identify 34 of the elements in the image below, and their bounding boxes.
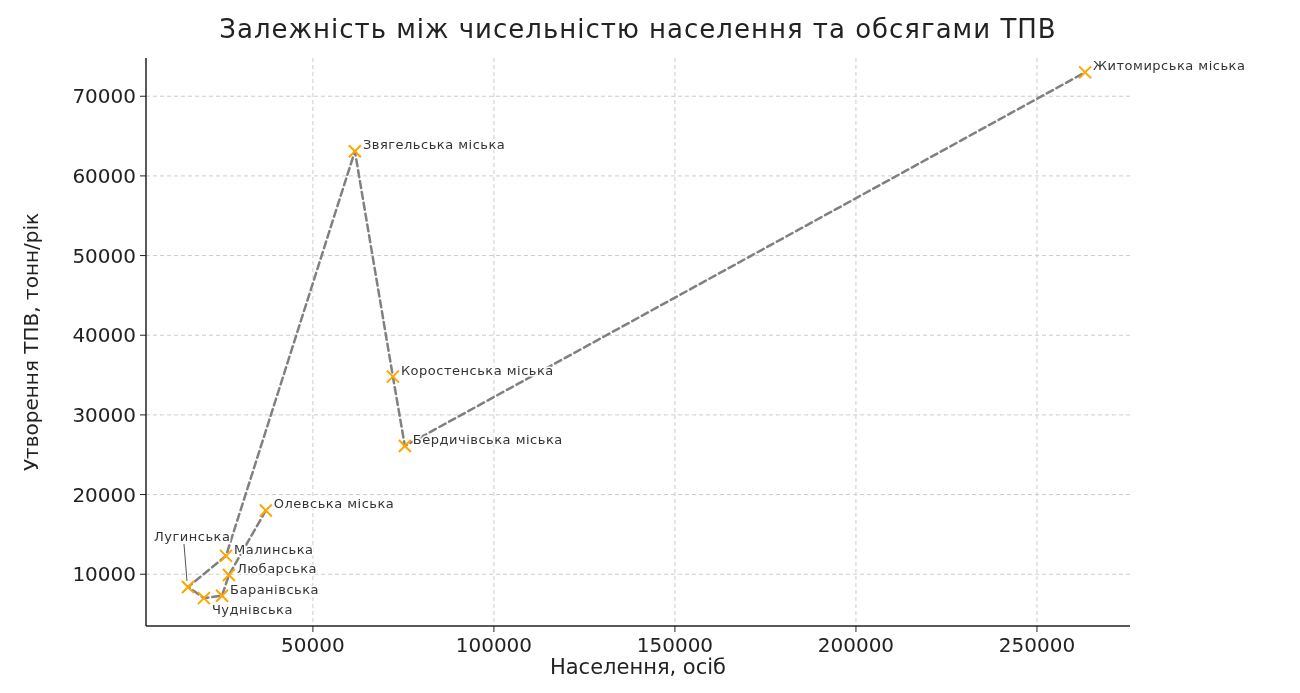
x-tick-label: 150000 bbox=[636, 633, 714, 657]
annotation: Звягельська міська bbox=[362, 137, 506, 153]
point bbox=[219, 548, 234, 563]
point bbox=[181, 579, 195, 594]
y-axis-title: Утворення ТПВ, тонн/рік bbox=[19, 212, 43, 472]
y-tick-label: 30000 bbox=[72, 402, 136, 427]
annotation: Баранівська bbox=[230, 581, 320, 597]
annotation: Малинська bbox=[234, 541, 314, 557]
annotation: Олевська міська bbox=[273, 496, 395, 512]
point bbox=[397, 438, 412, 453]
point bbox=[221, 568, 236, 583]
x-tick-label: 250000 bbox=[998, 633, 1076, 657]
y-tick-label: 60000 bbox=[72, 163, 136, 188]
point bbox=[196, 591, 211, 606]
point bbox=[385, 369, 400, 384]
point bbox=[1078, 65, 1093, 80]
x-tick-label: 100000 bbox=[455, 633, 533, 657]
x-tick-label: 50000 bbox=[281, 633, 345, 657]
point bbox=[347, 144, 362, 159]
annotation: Любарська bbox=[236, 561, 317, 577]
chart-title: Залежність між чисельністю населення та обсягами ТПВ bbox=[219, 14, 1057, 44]
annotation: Чуднівська bbox=[211, 602, 293, 618]
annotation: Лугинська bbox=[154, 528, 231, 544]
point bbox=[258, 503, 273, 518]
y-tick-label: 10000 bbox=[72, 562, 136, 587]
y-tick-label: 70000 bbox=[72, 84, 136, 109]
annotation: Житомирська міська bbox=[1093, 58, 1246, 74]
x-axis-title: Населення, осіб bbox=[549, 655, 727, 679]
y-tick-label: 40000 bbox=[72, 323, 136, 348]
x-tick-label: 200000 bbox=[817, 633, 895, 657]
point bbox=[215, 588, 230, 603]
annotation: Бердичівська міська bbox=[412, 431, 563, 447]
y-tick-label: 50000 bbox=[72, 243, 136, 268]
y-tick-label: 20000 bbox=[72, 482, 136, 507]
